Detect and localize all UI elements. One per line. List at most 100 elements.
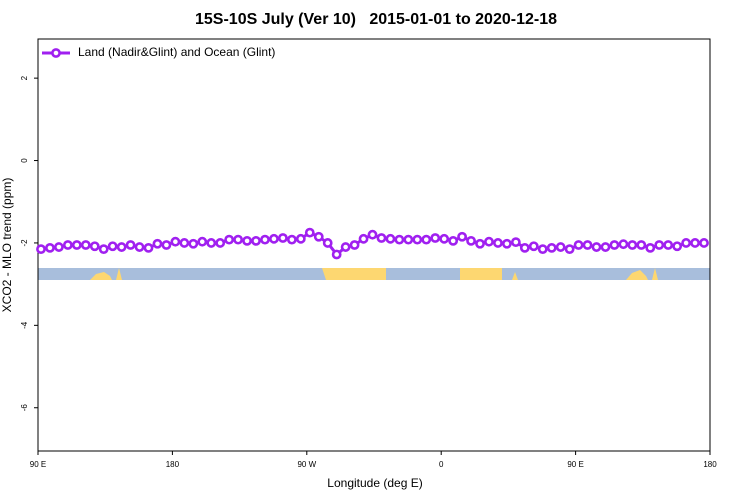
data-point bbox=[358, 233, 369, 244]
data-point bbox=[699, 238, 709, 248]
data-point bbox=[430, 233, 441, 243]
data-point bbox=[251, 235, 261, 246]
data-point bbox=[394, 234, 405, 245]
data-point bbox=[161, 240, 172, 250]
data-point bbox=[152, 238, 163, 249]
data-point bbox=[233, 234, 244, 245]
data-point bbox=[286, 234, 297, 245]
data-point bbox=[98, 244, 109, 255]
data-point bbox=[591, 242, 602, 252]
data-point bbox=[510, 237, 521, 248]
legend-label: Land (Nadir&Glint) and Ocean (Glint) bbox=[78, 45, 275, 59]
land-band bbox=[328, 268, 386, 280]
y-tick-label: 2 bbox=[20, 75, 29, 80]
y-tick-label: -2 bbox=[20, 239, 29, 247]
data-point bbox=[125, 240, 136, 250]
data-point bbox=[412, 234, 423, 245]
data-point bbox=[134, 242, 145, 252]
data-point bbox=[170, 236, 181, 247]
data-point bbox=[215, 238, 226, 248]
land-band bbox=[626, 268, 658, 280]
data-point bbox=[690, 238, 700, 248]
data-point bbox=[609, 240, 620, 250]
data-point bbox=[89, 241, 100, 252]
data-point bbox=[322, 238, 333, 248]
data-point bbox=[313, 231, 324, 242]
data-point bbox=[331, 249, 342, 260]
data-point bbox=[582, 240, 593, 250]
data-point bbox=[564, 244, 575, 255]
data-point bbox=[71, 240, 82, 250]
data-point bbox=[600, 242, 611, 252]
data-point bbox=[349, 240, 360, 250]
data-point bbox=[528, 241, 539, 252]
data-point bbox=[107, 241, 118, 252]
data-point bbox=[636, 240, 647, 250]
data-point bbox=[62, 240, 73, 250]
x-tick-label: 90 E bbox=[30, 460, 46, 469]
data-point bbox=[367, 229, 378, 240]
data-point bbox=[197, 236, 208, 247]
data-point bbox=[555, 242, 566, 252]
data-point bbox=[188, 238, 199, 249]
x-tick-label: 90 E bbox=[567, 460, 583, 469]
surface-band bbox=[38, 268, 710, 280]
data-point bbox=[573, 240, 584, 250]
data-point bbox=[457, 231, 468, 242]
data-point bbox=[242, 235, 252, 246]
data-point bbox=[672, 241, 683, 252]
y-tick-label: 0 bbox=[20, 158, 29, 163]
data-point bbox=[80, 240, 91, 250]
plot-frame bbox=[37, 38, 711, 452]
data-point bbox=[663, 240, 674, 250]
chart-title: 15S-10S July (Ver 10) 2015-01-01 to 2020… bbox=[195, 11, 557, 28]
x-axis-label: Longitude (deg E) bbox=[327, 476, 422, 490]
data-point bbox=[546, 242, 557, 253]
data-point bbox=[340, 242, 351, 252]
data-point bbox=[466, 235, 476, 246]
data-point bbox=[618, 239, 629, 250]
data-point bbox=[439, 233, 450, 244]
data-point bbox=[116, 242, 127, 252]
x-tick-label: 180 bbox=[703, 460, 717, 469]
legend-marker bbox=[51, 48, 61, 58]
data-point bbox=[179, 238, 190, 248]
data-point bbox=[493, 238, 503, 248]
data-point bbox=[475, 238, 485, 249]
data-point bbox=[36, 244, 46, 255]
data-point bbox=[502, 238, 512, 249]
x-tick-label: 180 bbox=[166, 460, 180, 469]
data-point bbox=[681, 238, 692, 248]
data-point bbox=[654, 240, 665, 250]
data-point bbox=[537, 244, 548, 255]
data-point bbox=[143, 242, 154, 253]
land-band bbox=[512, 272, 518, 280]
y-tick-label: -4 bbox=[20, 321, 29, 329]
y-tick-label: -6 bbox=[20, 404, 29, 412]
land-band bbox=[460, 268, 502, 280]
data-point bbox=[304, 227, 315, 238]
data-point bbox=[448, 235, 459, 246]
data-point bbox=[45, 242, 55, 253]
x-tick-label: 0 bbox=[439, 460, 444, 469]
data-point bbox=[519, 242, 530, 253]
data-point bbox=[295, 233, 306, 244]
y-axis-label: XCO2 - MLO trend (ppm) bbox=[0, 178, 14, 313]
land-band bbox=[90, 268, 122, 280]
data-point bbox=[269, 233, 279, 244]
data-point bbox=[421, 234, 432, 245]
data-point bbox=[376, 233, 387, 243]
data-point bbox=[627, 240, 638, 250]
x-tick-label: 90 W bbox=[297, 460, 316, 469]
data-point bbox=[206, 238, 217, 248]
data-point bbox=[645, 242, 656, 253]
data-point bbox=[278, 233, 288, 243]
data-point bbox=[484, 236, 494, 247]
data-point bbox=[385, 233, 396, 244]
data-point bbox=[54, 242, 64, 252]
land-band bbox=[322, 268, 328, 280]
data-point bbox=[403, 234, 414, 245]
data-point bbox=[260, 234, 270, 245]
data-point bbox=[224, 234, 235, 245]
